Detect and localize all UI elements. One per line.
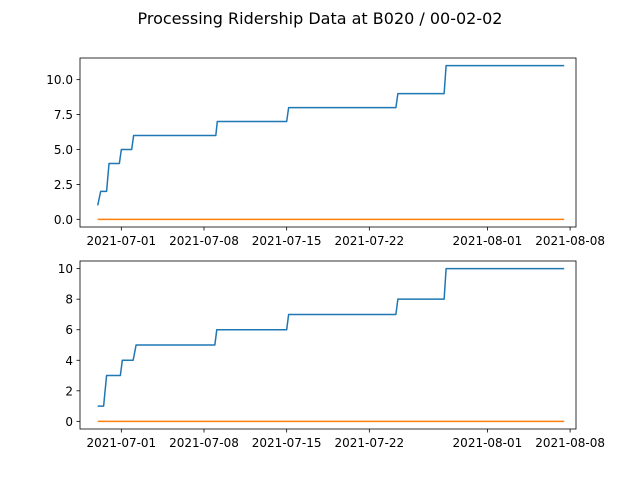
axes-frame [79,57,577,228]
x-tick-label: 2021-07-01 [86,436,156,450]
x-tick-label: 2021-07-01 [86,234,156,248]
axes-frame [79,260,577,430]
y-tick-label: 10.0 [46,73,73,87]
figure-title: Processing Ridership Data at B020 / 00-0… [138,9,503,28]
y-tick-label: 0 [65,415,73,429]
x-tick-label: 2021-07-15 [252,234,322,248]
x-tick-label: 2021-08-08 [535,436,605,450]
y-tick-label: 0.0 [54,213,73,227]
y-tick-label: 4 [65,354,73,368]
x-tick-label: 2021-07-08 [169,234,239,248]
x-tick-label: 2021-07-22 [334,436,404,450]
y-tick-label: 7.5 [54,108,73,122]
x-tick-label: 2021-08-01 [453,234,523,248]
x-tick-label: 2021-07-08 [169,436,239,450]
y-tick-label: 10 [58,262,73,276]
series-line-1 [96,64,565,206]
bottom-subplot: 0 2 4 6 8 10 2021-07-01 2021-07-08 2021-07-15 202… [58,260,605,450]
series-line-1 [97,267,565,407]
x-tick-label: 2021-07-15 [252,436,322,450]
y-tick-label: 2.5 [54,178,73,192]
x-tick-label: 2021-07-22 [334,234,404,248]
x-tick-label: 2021-08-01 [453,436,523,450]
y-tick-label: 8 [65,293,73,307]
y-tick-label: 5.0 [54,143,73,157]
top-subplot: 0.0 2.5 5.0 7.5 10.0 2021-07-01 2021-07-08 2021… [46,57,605,248]
x-tick-label: 2021-08-08 [535,234,605,248]
y-tick-label: 2 [65,384,73,398]
y-tick-label: 6 [65,323,73,337]
